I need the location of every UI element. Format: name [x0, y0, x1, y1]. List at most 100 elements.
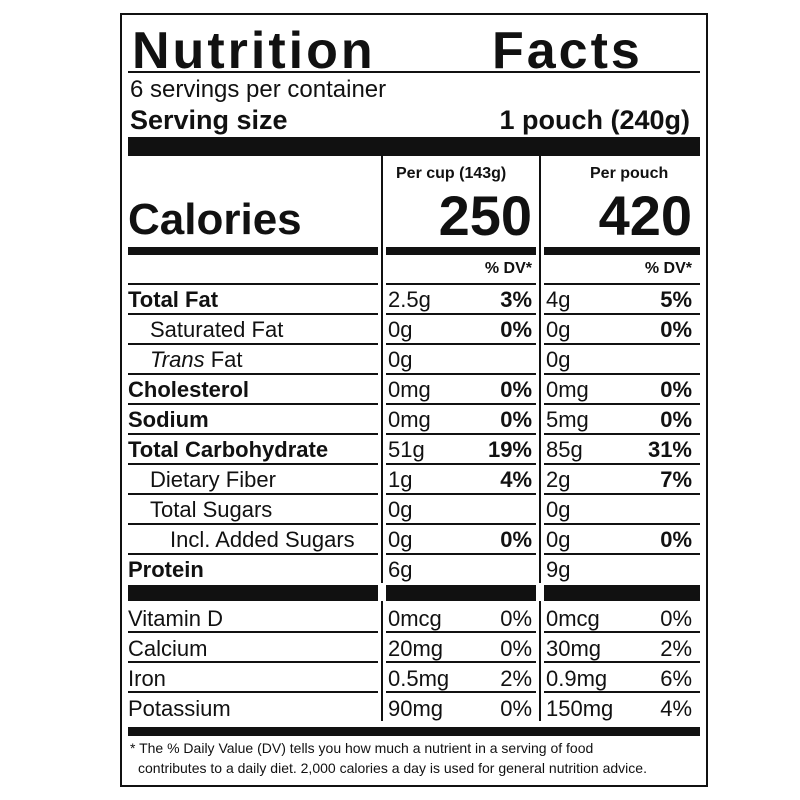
nutrient-col1-dv: 3%: [500, 287, 532, 312]
column-separator: [539, 661, 541, 691]
vitamin-col1-dv: 0%: [500, 636, 532, 661]
column-separator-1: [381, 156, 383, 268]
column-separator: [539, 493, 541, 523]
nutrient-col2-amount: 4g: [546, 287, 571, 312]
vitamin-col1-amount: 0mcg: [388, 606, 442, 631]
nutrient-col1-dv: 0%: [500, 527, 532, 552]
nutrient-row-rule: [128, 493, 378, 495]
footnote-line-2: contributes to a daily diet. 2,000 calor…: [138, 760, 647, 776]
nutrient-row-rule: [128, 433, 378, 435]
vitamin-label: Calcium: [128, 636, 208, 661]
vitamin-col2-amount: 30mg: [546, 636, 602, 661]
calories-col2-value: 420: [598, 184, 692, 247]
nutrient-col1-amount: 0g: [388, 317, 413, 342]
vitamin-col1-amount: 20mg: [388, 636, 444, 661]
nutrient-label: Trans Fat: [150, 348, 243, 372]
column-separator: [381, 283, 383, 313]
nutrient-row-rule: [128, 553, 378, 555]
nutrient-label: Saturated Fat: [150, 317, 284, 342]
column-separator: [539, 283, 541, 313]
title-rule: [128, 71, 700, 73]
calories-bar-label: [128, 247, 378, 255]
column-separator: [539, 313, 541, 343]
nutrient-col2-amount: 0g: [546, 527, 571, 552]
nutrient-row-rule: [128, 403, 378, 405]
calories-col1-value: 250: [438, 184, 532, 247]
nutrient-row-rule: [386, 373, 536, 375]
nutrient-col1-amount: 1g: [388, 467, 413, 492]
nutrient-col2-amount: 85g: [546, 437, 583, 462]
vitamin-label: Potassium: [128, 696, 231, 721]
column-separator: [539, 601, 541, 631]
vitamin-row-rule: [544, 661, 700, 663]
dv-header-col2: % DV*: [644, 260, 692, 277]
vitamin-col2-amount: 0.9mg: [546, 666, 608, 691]
nutrient-row-rule: [544, 493, 700, 495]
vitamin-row-rule: [128, 661, 378, 663]
nutrient-col1-amount: 0g: [388, 347, 413, 372]
nutrient-label: Incl. Added Sugars: [170, 527, 355, 552]
footnote-line-1: * The % Daily Value (DV) tells you how m…: [130, 740, 594, 756]
vitamin-col2-amount: 150mg: [546, 696, 614, 721]
vitamin-col2-dv: 6%: [660, 666, 692, 691]
vitamin-col1-dv: 0%: [500, 696, 532, 721]
column-separator: [539, 403, 541, 433]
vitamin-col1-dv: 2%: [500, 666, 532, 691]
vitamin-bar-col2: [544, 585, 700, 601]
nutrient-row-rule: [128, 523, 378, 525]
nutrient-row-rule: [386, 493, 536, 495]
nutrient-row-rule: [128, 313, 378, 315]
column-separator: [539, 255, 541, 285]
column-separator: [539, 553, 541, 583]
calories-label: Calories: [128, 195, 302, 244]
column-separator: [539, 691, 541, 721]
column-separator: [381, 403, 383, 433]
vitamin-bar-label: [128, 585, 378, 601]
nutrient-label: Total Carbohydrate: [128, 437, 329, 462]
vitamin-row-rule: [128, 691, 378, 693]
nutrient-col1-dv: 0%: [500, 377, 532, 402]
column-separator-2: [539, 156, 541, 268]
col1-header: Per cup (143g): [396, 165, 507, 182]
nutrient-row-rule: [128, 283, 378, 285]
nutrient-label: Protein: [128, 557, 204, 582]
col2-header: Per pouch: [590, 165, 669, 182]
nutrient-col1-amount: 0mg: [388, 377, 431, 402]
nutrient-col2-dv: 31%: [647, 437, 692, 462]
serving-size-value: 1 pouch (240g): [499, 105, 690, 135]
column-separator: [381, 523, 383, 553]
column-separator: [381, 601, 383, 631]
vitamin-label: Vitamin D: [128, 606, 223, 631]
nutrient-col2-amount: 0g: [546, 347, 571, 372]
serving-size-label: Serving size: [130, 105, 288, 135]
nutrient-col1-amount: 0g: [388, 497, 413, 522]
nutrient-col2-amount: 5mg: [546, 407, 589, 432]
nutrient-col2-dv: 0%: [660, 407, 692, 432]
column-separator: [539, 433, 541, 463]
nutrient-row-rule: [544, 523, 700, 525]
column-separator: [381, 343, 383, 373]
nutrient-row-rule: [386, 403, 536, 405]
nutrient-row-rule: [544, 463, 700, 465]
nutrient-label-rest: Fat: [204, 347, 243, 372]
nutrient-row-rule: [544, 373, 700, 375]
nutrition-facts-panel: Nutrition Facts 6 servings per container…: [120, 13, 708, 787]
vitamin-row-rule: [128, 631, 378, 633]
dv-header-col1: % DV*: [484, 260, 532, 277]
nutrient-col2-amount: 0mg: [546, 377, 589, 402]
nutrient-col2-dv: 0%: [660, 317, 692, 342]
nutrient-row-rule: [386, 553, 536, 555]
nutrient-row-rule: [386, 283, 536, 285]
column-separator: [381, 255, 383, 285]
vitamin-col1-amount: 90mg: [388, 696, 444, 721]
column-separator: [539, 631, 541, 661]
vitamin-row-rule: [544, 691, 700, 693]
vitamin-col2-dv: 0%: [660, 606, 692, 631]
nutrient-col1-amount: 0g: [388, 527, 413, 552]
vitamin-col2-amount: 0mcg: [546, 606, 600, 631]
nutrient-col1-dv: 19%: [487, 437, 532, 462]
nutrient-col1-dv: 4%: [500, 467, 532, 492]
nutrient-row-rule: [544, 553, 700, 555]
nutrient-row-rule: [386, 343, 536, 345]
column-separator: [381, 553, 383, 583]
